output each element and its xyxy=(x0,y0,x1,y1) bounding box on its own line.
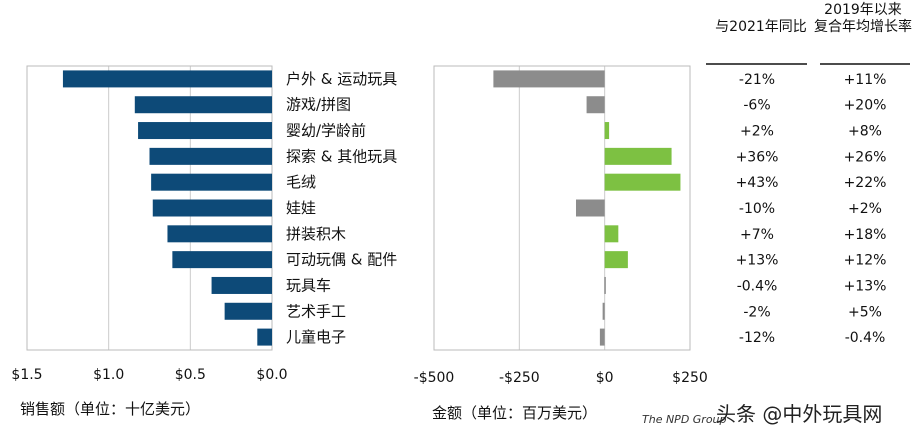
x-tick-label: -$500 xyxy=(414,370,455,386)
category-label: 艺术手工 xyxy=(286,302,346,320)
bar xyxy=(604,173,681,191)
category-label: 探索 & 其他玩具 xyxy=(286,147,397,165)
bar xyxy=(134,96,272,114)
bar xyxy=(62,70,272,88)
cagr-value: +8% xyxy=(848,124,882,140)
cagr-value: +12% xyxy=(844,253,887,269)
col1-header: 与2021年同比 xyxy=(715,19,807,35)
category-label: 户外 & 运动玩具 xyxy=(286,70,397,88)
yoy-value: -6% xyxy=(743,98,770,114)
yoy-value: +13% xyxy=(736,253,779,269)
bar xyxy=(602,302,605,320)
x-tick-label: $1.5 xyxy=(11,367,42,383)
right-x-axis-label: 金额（单位：百万美元） xyxy=(432,404,597,422)
cagr-value: +2% xyxy=(848,201,882,217)
bar xyxy=(604,122,610,140)
bar xyxy=(257,328,272,346)
yoy-value: +36% xyxy=(736,149,779,165)
watermark: 头条 @中外玩具网 xyxy=(716,402,882,426)
category-label: 儿童电子 xyxy=(286,328,346,346)
category-label: 可动玩偶 & 配件 xyxy=(286,251,397,269)
cagr-value: +20% xyxy=(844,98,887,114)
yoy-value: -21% xyxy=(739,72,775,88)
x-tick-label: $1.0 xyxy=(93,367,124,383)
category-label: 婴幼/学龄前 xyxy=(286,122,366,140)
bar xyxy=(586,96,605,114)
bar xyxy=(152,199,272,217)
yoy-value: +43% xyxy=(736,175,779,191)
bar xyxy=(604,251,628,269)
bar xyxy=(575,199,605,217)
bar xyxy=(151,173,272,191)
bar xyxy=(211,276,272,294)
category-label: 娃娃 xyxy=(286,199,316,217)
cagr-value: +18% xyxy=(844,227,887,243)
bar xyxy=(167,225,272,243)
plot-frame xyxy=(433,65,691,351)
x-tick-label: -$250 xyxy=(499,370,540,386)
bar xyxy=(604,147,672,165)
x-tick-label: $250 xyxy=(672,370,708,386)
x-tick-label: $0.0 xyxy=(256,367,287,383)
yoy-value: -12% xyxy=(739,330,775,346)
source-note: The NPD Group xyxy=(642,413,727,426)
yoy-value: +7% xyxy=(740,227,774,243)
cagr-value: +13% xyxy=(844,278,887,294)
bar xyxy=(224,302,272,320)
bar xyxy=(138,122,272,140)
bar xyxy=(604,225,619,243)
x-tick-label: $0 xyxy=(596,370,614,386)
yoy-value: -2% xyxy=(743,304,770,320)
bar xyxy=(599,328,605,346)
bar xyxy=(149,147,272,165)
yoy-value: -10% xyxy=(739,201,775,217)
category-label: 游戏/拼图 xyxy=(286,96,351,114)
col2-header-line2: 复合年均增长率 xyxy=(814,18,912,35)
yoy-value: +2% xyxy=(740,124,774,140)
cagr-value: +5% xyxy=(848,304,882,320)
bar xyxy=(493,70,605,88)
cagr-value: +26% xyxy=(844,149,887,165)
category-label: 拼装积木 xyxy=(286,225,346,243)
category-label: 毛绒 xyxy=(286,173,316,191)
left-x-axis-label: 销售额（单位：十亿美元） xyxy=(20,400,200,418)
bar xyxy=(172,251,272,269)
col2-header-line1: 2019年以来 xyxy=(824,2,902,18)
bar xyxy=(604,276,606,294)
cagr-value: +22% xyxy=(844,175,887,191)
x-tick-label: $0.5 xyxy=(175,367,206,383)
category-label: 玩具车 xyxy=(286,276,331,294)
yoy-value: -0.4% xyxy=(737,278,778,294)
cagr-value: +11% xyxy=(844,72,887,88)
cagr-value: -0.4% xyxy=(845,330,886,346)
